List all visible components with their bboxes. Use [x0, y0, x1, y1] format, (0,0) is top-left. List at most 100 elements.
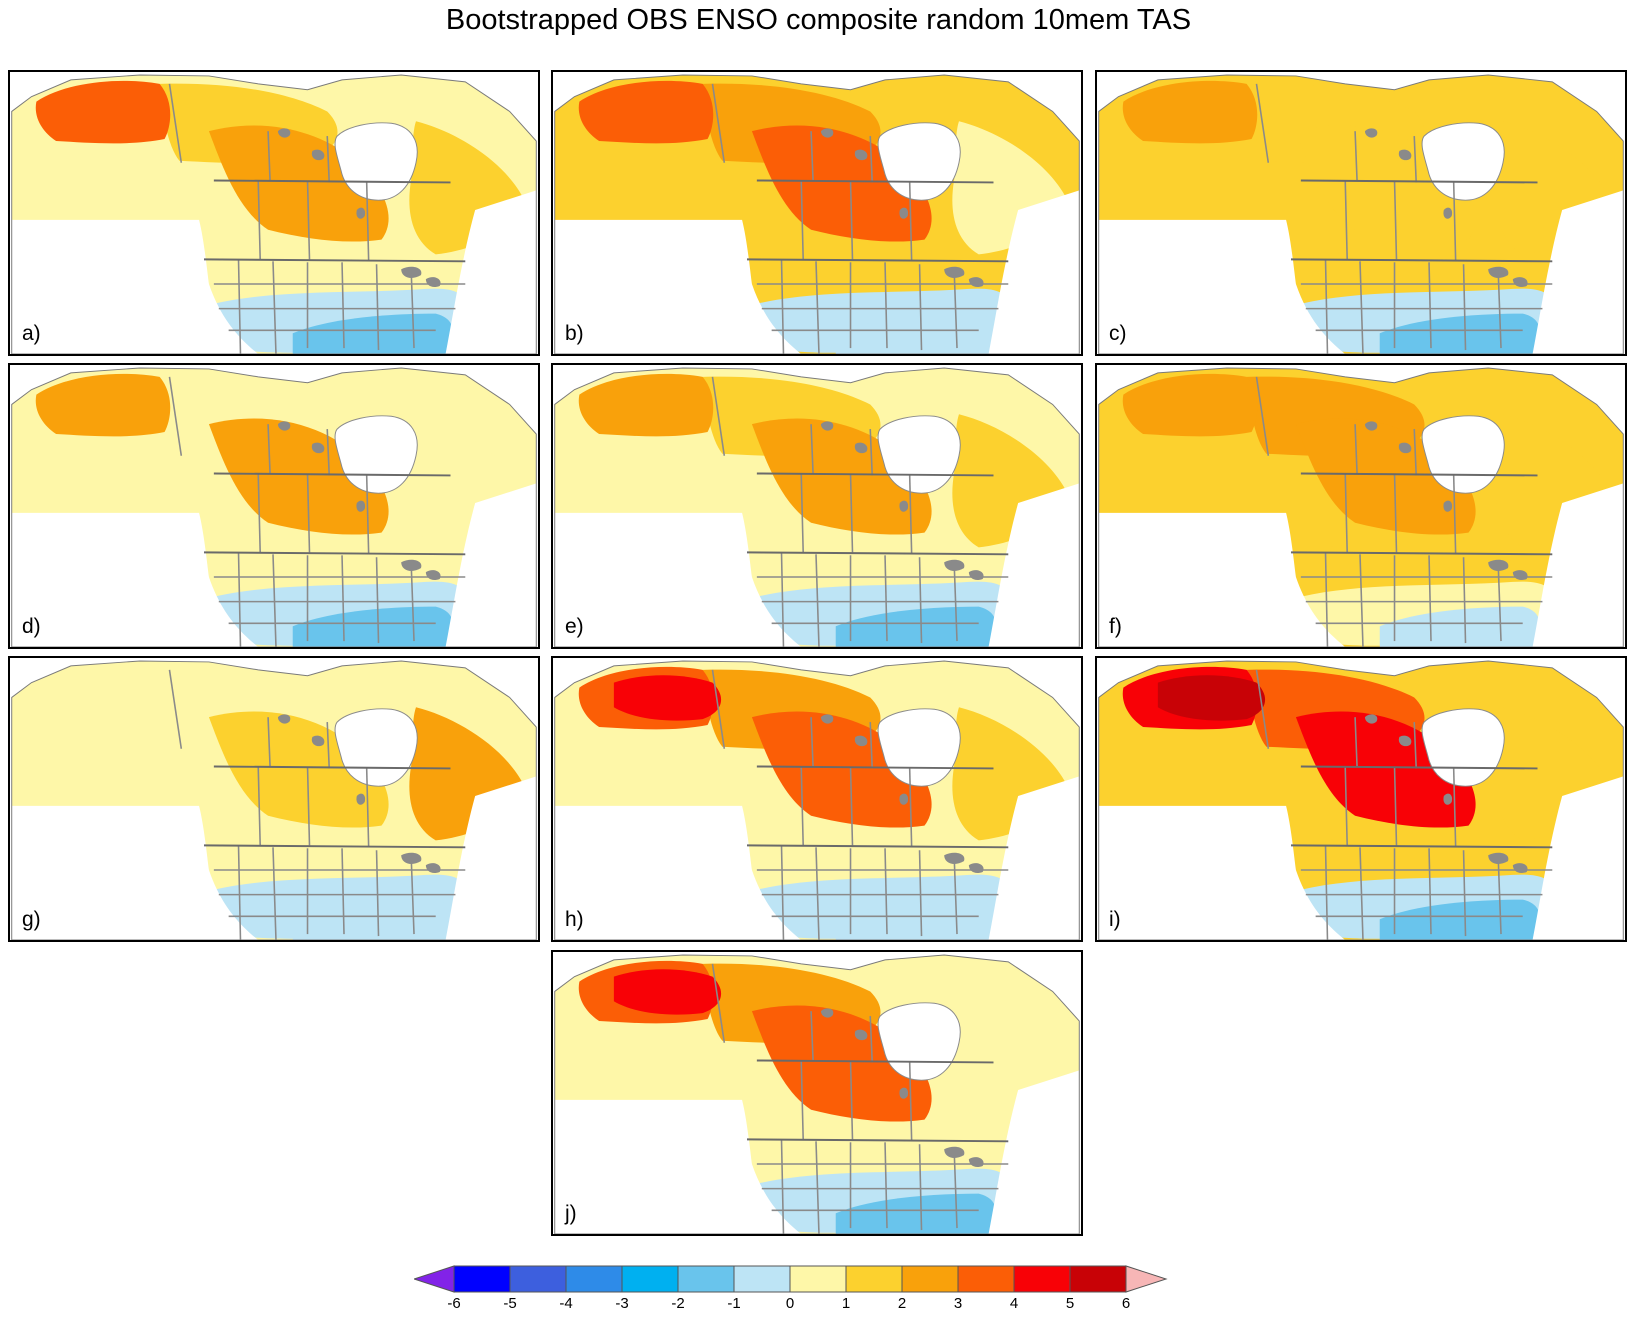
national-border [203, 472, 466, 556]
lake [820, 128, 834, 138]
lake [820, 1008, 834, 1018]
map-panel-d: d) [8, 363, 540, 649]
boundary-line [1462, 264, 1467, 351]
colorbar-box [621, 1265, 679, 1293]
lake [1364, 714, 1378, 724]
boundary-line [237, 845, 242, 940]
colorbar-box [509, 1265, 567, 1293]
boundary-line [267, 717, 271, 767]
colorbar-tick-label: -6 [447, 1295, 460, 1310]
boundary-line [810, 424, 814, 474]
panel-label: i) [1109, 908, 1121, 931]
lake [277, 421, 291, 431]
national-border [746, 179, 1009, 263]
boundary-line [884, 555, 888, 642]
lake [899, 793, 909, 805]
boundary-line [267, 131, 271, 181]
boundary-line [1255, 376, 1270, 456]
colorbar-tick-label: -3 [615, 1295, 628, 1310]
lake [311, 442, 325, 454]
boundary-line [1497, 560, 1502, 642]
boundary-line [1497, 853, 1502, 935]
boundary-line [365, 768, 370, 848]
lake [820, 714, 834, 724]
anomaly-region-alaska [35, 666, 171, 730]
colorbar-box [1013, 1265, 1071, 1293]
colorbar-tick-label: -4 [559, 1295, 572, 1310]
national-border [746, 472, 1009, 556]
lake [425, 277, 441, 287]
boundary-line [711, 376, 726, 456]
atlantic-ocean [445, 190, 537, 354]
boundary-line [237, 552, 242, 647]
map-h [554, 660, 1080, 940]
lake [1443, 207, 1453, 219]
colorbar-tick-label: 4 [1010, 1295, 1018, 1310]
lake [1488, 266, 1509, 278]
lake [854, 149, 868, 161]
boundary-line [1413, 136, 1418, 183]
map-panel-h: h) [551, 656, 1083, 942]
national-border [746, 765, 1009, 849]
boundary-line [272, 261, 277, 354]
boundary-line [810, 1011, 814, 1061]
anomaly-region-hotspot [613, 675, 722, 721]
colorbar-box [957, 1265, 1015, 1293]
boundary-line [953, 853, 958, 935]
boundary-line [410, 853, 415, 935]
boundary-line [711, 83, 726, 163]
panel-label: d) [22, 615, 41, 638]
lake [854, 1029, 868, 1041]
boundary-line [918, 264, 923, 351]
boundary-line [341, 848, 345, 935]
boundary-line [1452, 768, 1457, 848]
lake [311, 149, 325, 161]
map-e [554, 367, 1080, 647]
lake [854, 735, 868, 747]
boundary-line [918, 557, 923, 644]
lake [820, 421, 834, 431]
national-border [203, 765, 466, 849]
lake [277, 128, 291, 138]
lake [944, 559, 965, 571]
anomaly-region-alaska [1122, 80, 1258, 144]
boundary-line [1324, 552, 1329, 647]
boundary-line [815, 554, 820, 647]
boundary-line [780, 259, 785, 354]
map-panel-e: e) [551, 363, 1083, 649]
lake [968, 1157, 984, 1167]
anomaly-region-alaska [578, 80, 714, 144]
boundary-line [1393, 180, 1398, 260]
national-border [203, 179, 466, 263]
boundary-line [1359, 554, 1364, 647]
boundary-line [953, 1147, 958, 1229]
lake [311, 735, 325, 747]
map-panel-b: b) [551, 70, 1083, 356]
boundary-line [810, 131, 814, 181]
coastline [11, 660, 537, 940]
atlantic-ocean [1532, 483, 1624, 647]
boundary-line [306, 473, 311, 553]
anomaly-region-alaska [35, 80, 171, 144]
boundary-line [237, 259, 242, 354]
colorbar-box [789, 1265, 847, 1293]
colorbar-tick-label: 1 [842, 1295, 850, 1310]
boundary-line [1428, 555, 1432, 642]
boundary-line [168, 83, 183, 163]
boundary-line [800, 766, 804, 846]
boundary-line [1359, 847, 1364, 940]
lake [425, 863, 441, 873]
boundary-line [849, 1060, 854, 1140]
lake [968, 570, 984, 580]
national-border [1290, 472, 1553, 556]
lake [854, 442, 868, 454]
coastline [11, 367, 537, 647]
panel-label: f) [1109, 615, 1122, 638]
atlantic-ocean [445, 776, 537, 940]
map-a [11, 74, 537, 354]
boundary-line [375, 850, 380, 937]
boundary-line [168, 669, 183, 749]
lake [1488, 852, 1509, 864]
colorbar-tick-label: 2 [898, 1295, 906, 1310]
boundary-line [918, 850, 923, 937]
